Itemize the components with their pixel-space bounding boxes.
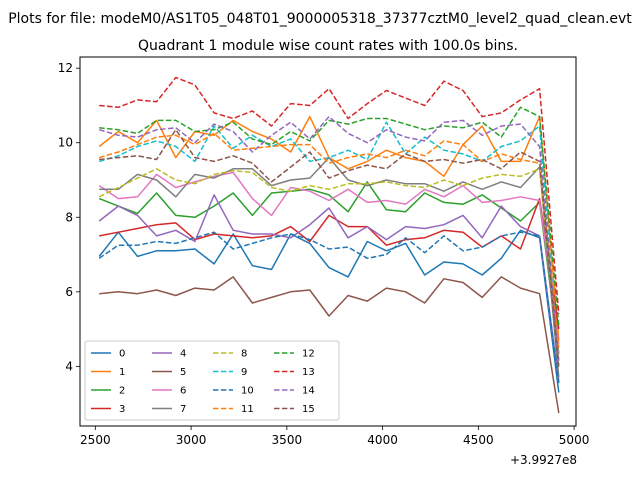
series-layer [98,76,560,414]
legend-item-4: 4 [152,349,186,360]
legend-item-0: 0 [91,349,125,360]
legend-label-1: 1 [119,367,125,378]
legend-label-2: 2 [119,386,125,397]
legend-item-2: 2 [91,386,125,397]
series-line-0 [98,229,560,393]
legend-item-9: 9 [213,367,247,378]
y-axis: 4 6 8 10 12 [58,61,80,373]
legend-frame [84,340,340,421]
legend-item-10: 10 [213,386,254,397]
legend-label-5: 5 [180,367,186,378]
series-line-13 [99,76,560,315]
legend-item-3: 3 [91,404,125,415]
series-line-6 [98,171,560,345]
legend-label-0: 0 [119,349,125,360]
legend-label-6: 6 [180,386,186,397]
legend-item-14: 14 [274,386,315,397]
chart-title: Quadrant 1 module wise count rates with … [138,38,518,54]
x-axis: 2500 3000 3500 4000 4500 5000 [80,426,589,447]
legend-label-15: 15 [302,404,315,415]
y-tick-label-1: 6 [65,285,73,299]
series-line-12 [99,106,560,326]
series-line-7 [99,156,560,378]
plot-area [79,56,577,427]
legend-label-9: 9 [241,367,247,378]
legend-item-11: 11 [213,404,254,415]
series-line-4 [98,194,560,382]
legend-item-12: 12 [274,349,315,360]
series-line-15 [99,128,560,369]
legend-label-12: 12 [302,349,315,360]
series-line-14 [98,115,560,361]
series-line-11 [98,132,560,348]
legend-label-3: 3 [119,404,125,415]
legend-label-4: 4 [180,349,186,360]
series-line-2 [98,181,560,354]
legend-item-6: 6 [152,386,186,397]
legend-item-8: 8 [213,349,247,360]
legend-item-5: 5 [152,367,186,378]
y-tick-label-2: 8 [65,210,73,224]
legend-item-15: 15 [274,404,315,415]
x-tick-label-1: 3000 [176,433,207,447]
series-line-8 [98,168,560,356]
series-line-10 [98,231,560,384]
legend-item-7: 7 [152,404,186,415]
x-tick-label-0: 2500 [80,433,111,447]
x-tick-label-3: 4000 [367,433,398,447]
legend-item-13: 13 [274,367,315,378]
legend-label-7: 7 [180,404,186,415]
legend-label-10: 10 [241,386,254,397]
legend-item-1: 1 [91,367,125,378]
series-line-5 [99,276,560,414]
legend-label-11: 11 [241,404,254,415]
legend-label-14: 14 [302,386,315,397]
y-tick-label-0: 4 [65,359,73,373]
x-tick-label-4: 4500 [463,433,494,447]
legend-label-13: 13 [302,367,315,378]
legend-label-8: 8 [241,349,247,360]
x-tick-label-2: 3500 [272,433,303,447]
figure-suptitle: Plots for file: modeM0/AS1T05_048T01_900… [8,11,632,27]
y-tick-label-4: 12 [58,61,73,75]
plot-frame [79,56,577,427]
y-tick-label-3: 10 [58,136,73,150]
x-axis-offset-label: +3.9927e8 [510,453,577,467]
x-tick-label-5: 5000 [559,433,590,447]
